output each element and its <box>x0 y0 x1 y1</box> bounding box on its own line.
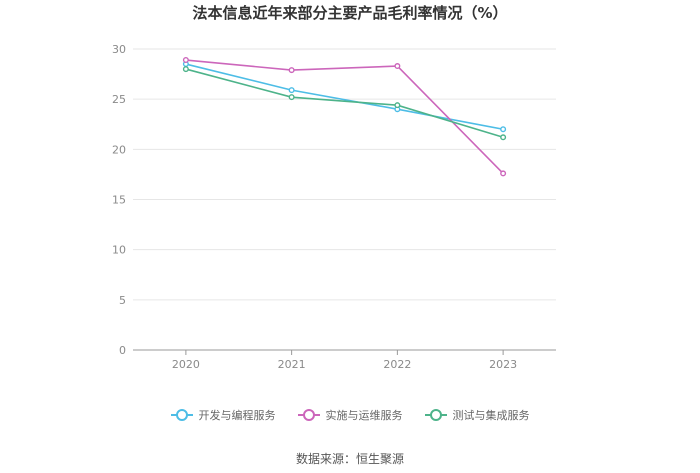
data-point <box>394 63 401 70</box>
data-point <box>288 67 295 74</box>
legend-marker-icon <box>424 409 447 421</box>
x-tick-label: 2022 <box>383 358 411 371</box>
x-tick-label: 2023 <box>489 358 517 371</box>
data-source-note: 数据来源：恒生聚源 <box>295 452 404 466</box>
data-point <box>394 102 401 109</box>
data-point <box>182 66 189 73</box>
line-chart-plot: 0 5 10 15 20 25 30 2020 2021 2022 2023 <box>112 43 556 371</box>
y-tick-label: 0 <box>119 344 126 357</box>
chart-title: 法本信息近年来部分主要产品毛利率情况（%） <box>192 4 508 22</box>
chart-legend: 开发与编程服务 实施与运维服务 测试与集成服务 <box>0 407 700 423</box>
series-line-1 <box>185 63 504 131</box>
legend-label: 开发与编程服务 <box>198 409 276 422</box>
y-tick-label: 15 <box>112 194 126 207</box>
legend-item-1[interactable]: 开发与编程服务 <box>170 407 276 423</box>
y-tick-label: 20 <box>112 143 126 156</box>
legend-marker-icon <box>170 409 193 421</box>
legend-item-3[interactable]: 测试与集成服务 <box>424 407 530 423</box>
legend-marker-icon <box>297 409 320 421</box>
y-tick-label: 5 <box>119 294 126 307</box>
series-line-2 <box>185 59 504 174</box>
data-point <box>500 170 507 177</box>
data-point <box>288 87 295 94</box>
series-line-3 <box>185 68 504 139</box>
y-tick-label: 25 <box>112 93 126 106</box>
legend-label: 测试与集成服务 <box>452 409 530 422</box>
legend-label: 实施与运维服务 <box>325 409 403 422</box>
legend-item-2[interactable]: 实施与运维服务 <box>297 407 403 423</box>
x-tick-label: 2021 <box>278 358 306 371</box>
y-tick-label: 30 <box>112 43 126 56</box>
data-point <box>500 126 507 133</box>
data-point <box>288 94 295 101</box>
y-tick-label: 10 <box>112 244 126 257</box>
data-point <box>182 57 189 64</box>
x-tick-label: 2020 <box>172 358 200 371</box>
data-point <box>500 134 507 141</box>
